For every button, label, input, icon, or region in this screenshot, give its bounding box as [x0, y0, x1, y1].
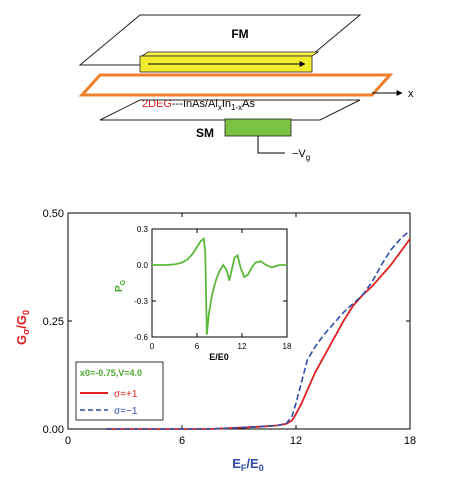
main-xtick-label: 6: [179, 435, 185, 447]
polarization-inset: 0 6 12 18 0.3 0.0 -0.3 -0.6 PG E/E0: [114, 225, 292, 362]
material-mid: In: [222, 98, 231, 110]
main-ticks: 0 6 12 180.000.250.50: [43, 208, 417, 447]
inset-ytick-label: -0.3: [134, 297, 148, 306]
twodeg-label: 2DEG: [142, 98, 172, 110]
inset-ticks: 0 6 12 18 0.3 0.0 -0.3 -0.6: [134, 225, 292, 351]
device-schematic: FM x 2DEG---InAs/AlxIn1-xAs SM −Vg: [78, 14, 414, 162]
x-axis-label: x: [408, 88, 414, 100]
main-ytick-label: 0.25: [43, 316, 64, 328]
inset-series-line-0: [152, 236, 287, 335]
sm-block: [224, 118, 292, 137]
inset-ytick-label: -0.6: [134, 333, 148, 342]
material-label: 2DEG---InAs/AlxIn1-xAs: [142, 98, 255, 112]
inset-xtick-label: 12: [238, 342, 247, 351]
material-sub1: x: [218, 103, 222, 112]
legend-header: x0=-0.75,V=4.0: [80, 368, 142, 378]
inset-ytick-label: 0.3: [137, 225, 149, 234]
fm-label: FM: [231, 27, 248, 41]
material-sub2: 1-x: [231, 103, 242, 112]
inset-ylabel: PG: [114, 279, 127, 292]
material-suffix: As: [242, 98, 255, 110]
inset-xtick-label: 18: [283, 342, 292, 351]
main-xtick-label: 0: [65, 435, 71, 447]
legend-label-sigma-plus: σ=+1: [114, 389, 138, 400]
inset-xtick-label: 6: [195, 342, 200, 351]
main-xtick-label: 12: [290, 435, 302, 447]
main-series-line-1: [106, 229, 411, 430]
conductance-chart: 0 6 12 180.000.250.50 Gσ/G0 EF/E0 x0=-0.75,…: [14, 208, 416, 473]
main-ytick-label: 0.50: [43, 208, 64, 220]
gate-lead: [257, 136, 285, 154]
main-xlabel: EF/E0: [232, 456, 263, 473]
inset-plot-frame: [151, 228, 288, 338]
inset-xtick-label: 0: [150, 342, 155, 351]
gate-voltage-label: −Vg: [292, 148, 310, 162]
material-prefix: ---InAs/Al: [172, 98, 218, 110]
main-xtick-label: 18: [404, 435, 416, 447]
sm-label: SM: [196, 126, 214, 140]
gate-sub: g: [306, 153, 310, 162]
main-series: [106, 229, 411, 430]
legend-label-sigma-minus: σ=−1: [114, 406, 138, 417]
main-ytick-label: 0.00: [43, 424, 64, 436]
gate-prefix: −V: [292, 148, 306, 160]
twodeg-plane: [78, 73, 394, 97]
inset-series: [152, 236, 287, 335]
main-legend: x0=-0.75,V=4.0 σ=+1 σ=−1: [75, 361, 164, 421]
fm-stripe-top: [140, 51, 320, 57]
inset-ytick-label: 0.0: [137, 261, 149, 270]
sm-plane: [99, 99, 361, 121]
main-ylabel: Gσ/G0: [14, 310, 31, 345]
inset-xlabel: E/E0: [209, 352, 229, 362]
